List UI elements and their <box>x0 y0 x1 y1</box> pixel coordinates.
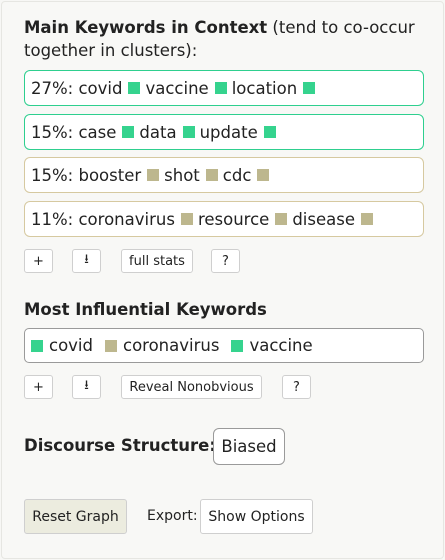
keyword-label: location <box>231 78 298 98</box>
cluster-row[interactable]: 11%: coronavirus resource disease <box>24 201 424 237</box>
cluster-percent: 27%: <box>31 78 74 98</box>
cluster-percent: 11%: <box>31 209 74 229</box>
discourse-value-button[interactable]: Biased <box>213 428 285 465</box>
keyword-label: disease <box>292 209 355 229</box>
keyword-chip: case <box>78 123 139 142</box>
cluster-row[interactable]: 27%: covid vaccine location <box>24 70 424 106</box>
context-heading: Main Keywords in Context (tend to co-occ… <box>24 16 424 62</box>
keyword-chip: booster <box>78 166 164 185</box>
keyword-chip: coronavirus <box>105 336 219 355</box>
keyword-chip: update <box>200 123 281 142</box>
keyword-chip: covid <box>31 336 93 355</box>
keyword-label: shot <box>164 165 200 185</box>
context-button-row: + ⭳ full stats ? <box>24 249 240 273</box>
cluster-row[interactable]: 15%: case data update <box>24 114 424 150</box>
green-square-icon <box>31 339 43 352</box>
keyword-chip: location <box>232 79 320 98</box>
green-square-icon <box>263 126 276 138</box>
keyword-label: case <box>78 122 117 142</box>
tan-square-icon <box>105 339 117 352</box>
keyword-label: update <box>199 122 258 142</box>
keyword-label: cdc <box>222 165 252 185</box>
discourse-label: Discourse Structure: <box>24 436 216 455</box>
tan-square-icon <box>257 169 270 181</box>
green-square-icon <box>182 126 195 138</box>
green-square-icon <box>122 126 135 138</box>
keyword-chip: vaccine <box>145 79 231 98</box>
green-square-icon <box>128 82 141 94</box>
cluster-percent: 15%: <box>31 165 74 185</box>
influential-keywords-box[interactable]: covid coronavirus vaccine <box>24 328 424 363</box>
tan-square-icon <box>360 213 373 225</box>
keyword-chip: coronavirus <box>78 210 197 229</box>
keyword-label: data <box>139 122 177 142</box>
add-button[interactable]: + <box>24 249 53 273</box>
cluster-percent: 15%: <box>31 122 74 142</box>
export-label: Export: <box>147 508 198 524</box>
green-square-icon <box>303 82 316 94</box>
keyword-label: coronavirus <box>123 336 220 355</box>
download-button[interactable]: ⭳ <box>72 375 101 399</box>
keyword-chip: disease <box>292 210 378 229</box>
tan-square-icon <box>275 213 288 225</box>
keyword-label: vaccine <box>249 336 313 355</box>
green-square-icon <box>214 82 227 94</box>
context-heading-note: (tend to co-occur together in clusters): <box>24 18 415 60</box>
keyword-chip: data <box>139 123 199 142</box>
tan-square-icon <box>205 169 218 181</box>
keyword-chip: shot <box>164 166 223 185</box>
influential-button-row: + ⭳ Reveal Nonobvious ? <box>24 375 311 399</box>
help-button[interactable]: ? <box>211 249 240 273</box>
context-heading-title: Main Keywords in Context <box>24 18 268 37</box>
add-button[interactable]: + <box>24 375 53 399</box>
reveal-nonobvious-button[interactable]: Reveal Nonobvious <box>121 375 262 399</box>
show-options-button[interactable]: Show Options <box>200 499 313 534</box>
cluster-row[interactable]: 15%: booster shot cdc <box>24 157 424 193</box>
keyword-label: resource <box>197 209 270 229</box>
keyword-label: vaccine <box>145 78 209 98</box>
green-square-icon <box>231 339 244 352</box>
keyword-chip: resource <box>198 210 292 229</box>
reset-graph-button[interactable]: Reset Graph <box>24 499 127 534</box>
help-button[interactable]: ? <box>282 375 311 399</box>
keyword-label: booster <box>78 165 142 185</box>
keyword-chip: vaccine <box>231 336 313 355</box>
tan-square-icon <box>147 169 160 181</box>
full-stats-button[interactable]: full stats <box>121 249 193 273</box>
keyword-chip: cdc <box>223 166 275 185</box>
tan-square-icon <box>180 213 193 225</box>
keyword-label: coronavirus <box>78 209 175 229</box>
download-button[interactable]: ⭳ <box>72 249 101 273</box>
influential-heading: Most Influential Keywords <box>24 300 267 319</box>
keyword-chip: covid <box>78 79 145 98</box>
keyword-label: covid <box>78 78 123 98</box>
keyword-label: covid <box>49 336 93 355</box>
